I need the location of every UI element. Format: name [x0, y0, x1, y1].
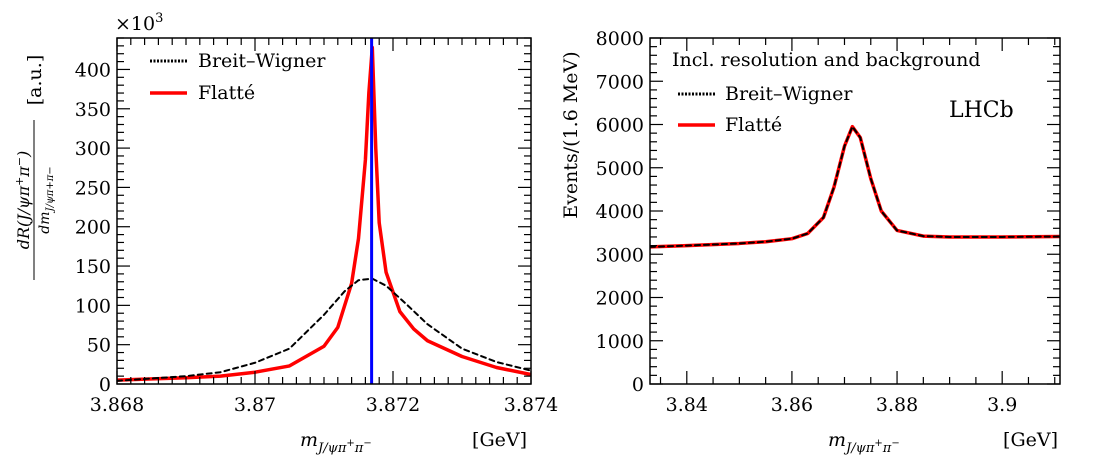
right-x-axis-label: mJ/ψπ+π−	[828, 429, 900, 456]
right-y-axis-label: Events/(1.6 MeV)	[560, 51, 582, 218]
left-plot-frame	[116, 37, 532, 385]
left-chart-curves	[117, 45, 531, 382]
left-ylabel-unit: [a.u.]	[24, 55, 46, 105]
right-lhcb-annotation: LHCb	[949, 98, 1014, 123]
right-y-tick-label: 5000	[596, 158, 644, 180]
right-y-tick-label: 6000	[596, 115, 644, 137]
right-legend-label-breit-wigner: Breit–Wigner	[725, 83, 853, 105]
right-y-tick-label: 1000	[596, 331, 644, 353]
left-legend-label-flatte: Flatté	[198, 82, 255, 104]
left-x-tick-label: 3.874	[504, 394, 558, 416]
right-x-axis-unit: [GeV]	[1003, 429, 1058, 451]
right-y-tick-label: 8000	[596, 28, 644, 50]
right-axis-ticks	[650, 37, 1060, 385]
left-y-tick-label: 350	[75, 99, 111, 121]
right-y-tick-label: 3000	[596, 244, 644, 266]
left-series-flatt	[117, 45, 531, 382]
right-plot-frame	[649, 37, 1061, 385]
right-series-flatt	[650, 124, 1060, 249]
right-x-tick-label: 3.84	[666, 394, 708, 416]
right-x-tick-label: 3.86	[771, 394, 813, 416]
right-y-tick-label: 4000	[596, 201, 644, 223]
left-legend-label-breit-wigner: Breit–Wigner	[198, 50, 326, 72]
right-chart: 3.84 3.86 3.88 3.9 0 1000 2000 3000 4000 5000 6000…	[560, 28, 1061, 456]
right-legend: Incl. resolution and background Breit–Wi…	[672, 49, 981, 136]
left-x-axis-label: mJ/ψπ+π−	[300, 429, 372, 456]
right-y-tick-label: 7000	[596, 71, 644, 93]
left-y-tick-label: 400	[75, 59, 111, 81]
left-series-breit-wigner	[117, 277, 531, 382]
left-chart: 3.868 3.87 3.872 3.874 0 50 100 150 200 250 300 350…	[13, 11, 558, 456]
right-series-breit-wigner	[650, 125, 1060, 248]
left-y-tick-label: 50	[87, 335, 111, 357]
right-x-tick-label: 3.88	[876, 394, 918, 416]
right-tick-labels: 3.84 3.86 3.88 3.9 0 1000 2000 3000 4000 5000 6000…	[596, 28, 1018, 416]
right-y-tick-label: 2000	[596, 288, 644, 310]
left-y-axis-label: dR(J/ψπ+π−) dmJ/ψπ+π− [a.u.]	[13, 55, 56, 280]
left-tick-labels: 3.868 3.87 3.872 3.874 0 50 100 150 200 250 300 350…	[75, 59, 558, 416]
left-legend: Breit–Wigner Flatté	[150, 50, 326, 104]
left-x-tick-label: 3.872	[366, 394, 420, 416]
left-x-axis-unit: [GeV]	[472, 429, 527, 451]
left-x-tick-label: 3.868	[90, 394, 144, 416]
left-y-tick-label: 300	[75, 138, 111, 160]
left-ylabel-numerator: dR(J/ψπ+π−)	[13, 151, 33, 250]
left-y-tick-label: 0	[99, 374, 111, 396]
right-chart-curves	[650, 124, 1060, 249]
left-y-tick-label: 250	[75, 177, 111, 199]
left-y-tick-label: 150	[75, 256, 111, 278]
left-axis-ticks	[116, 37, 532, 385]
left-y-multiplier: ×103	[115, 11, 163, 35]
left-y-tick-label: 200	[75, 217, 111, 239]
right-y-tick-label: 0	[632, 374, 644, 396]
left-ylabel-denominator: dmJ/ψπ+π−	[37, 166, 56, 233]
left-y-tick-label: 100	[75, 295, 111, 317]
left-x-tick-label: 3.87	[234, 394, 276, 416]
right-legend-label-flatte: Flatté	[725, 114, 782, 136]
right-x-tick-label: 3.9	[987, 394, 1017, 416]
right-legend-title: Incl. resolution and background	[672, 49, 981, 71]
